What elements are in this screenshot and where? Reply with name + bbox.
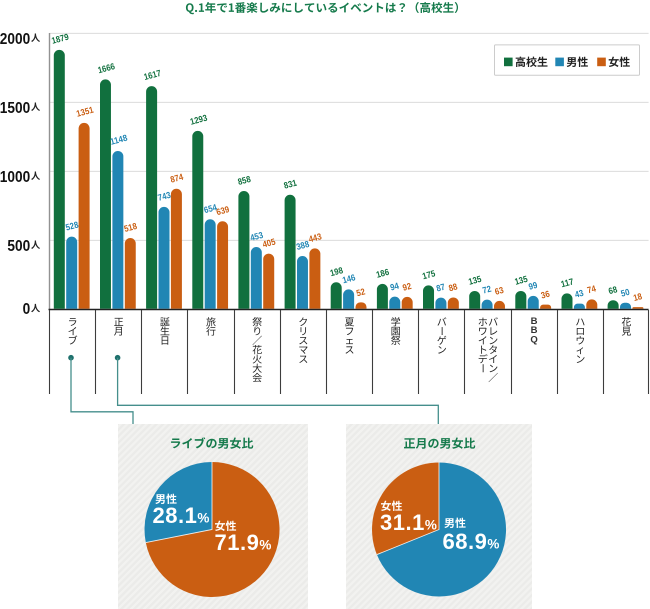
- svg-text:72: 72: [481, 284, 492, 296]
- svg-text:117: 117: [560, 276, 575, 289]
- svg-text:654: 654: [203, 202, 218, 215]
- svg-text:99: 99: [527, 280, 538, 292]
- svg-text:63: 63: [494, 285, 505, 297]
- svg-text:2000: 2000: [0, 31, 30, 48]
- svg-text:135: 135: [514, 274, 529, 287]
- svg-text:Q: Q: [530, 334, 537, 345]
- svg-text:186: 186: [375, 267, 390, 280]
- svg-text:43: 43: [574, 288, 585, 300]
- svg-text:87: 87: [435, 282, 446, 294]
- svg-text:743: 743: [157, 190, 172, 203]
- svg-text:68.9%: 68.9%: [443, 529, 500, 554]
- svg-text:1351: 1351: [75, 105, 94, 119]
- svg-text:388: 388: [295, 239, 310, 252]
- svg-text:858: 858: [237, 174, 252, 187]
- svg-text:198: 198: [329, 265, 344, 278]
- svg-text:500: 500: [7, 238, 30, 255]
- svg-text:50: 50: [620, 287, 631, 299]
- svg-text:1148: 1148: [109, 133, 128, 147]
- svg-text:146: 146: [341, 272, 356, 285]
- svg-text:B: B: [531, 325, 538, 336]
- svg-text:18: 18: [632, 291, 643, 303]
- svg-text:1500: 1500: [0, 100, 30, 117]
- svg-text:0: 0: [23, 301, 31, 318]
- svg-text:135: 135: [467, 274, 482, 287]
- svg-text:405: 405: [261, 237, 276, 250]
- svg-text:94: 94: [389, 281, 400, 293]
- svg-text:88: 88: [448, 281, 459, 293]
- svg-text:74: 74: [586, 283, 597, 295]
- svg-text:68: 68: [607, 284, 618, 296]
- svg-text:1879: 1879: [50, 32, 69, 46]
- svg-text:52: 52: [355, 286, 366, 298]
- svg-text:831: 831: [283, 178, 298, 191]
- svg-text:528: 528: [64, 220, 79, 233]
- svg-text:1000: 1000: [0, 169, 30, 186]
- svg-text:1617: 1617: [143, 68, 162, 82]
- svg-text:518: 518: [123, 221, 138, 234]
- svg-text:874: 874: [169, 172, 184, 185]
- svg-text:453: 453: [249, 230, 264, 243]
- svg-text:1666: 1666: [97, 61, 116, 75]
- svg-text:175: 175: [421, 268, 436, 281]
- svg-text:1293: 1293: [189, 113, 208, 127]
- svg-text:92: 92: [401, 281, 412, 293]
- svg-text:443: 443: [308, 231, 323, 244]
- svg-text:639: 639: [215, 204, 230, 217]
- svg-text:B: B: [531, 316, 538, 327]
- svg-text:31.1%: 31.1%: [380, 510, 437, 535]
- svg-text:36: 36: [540, 289, 551, 301]
